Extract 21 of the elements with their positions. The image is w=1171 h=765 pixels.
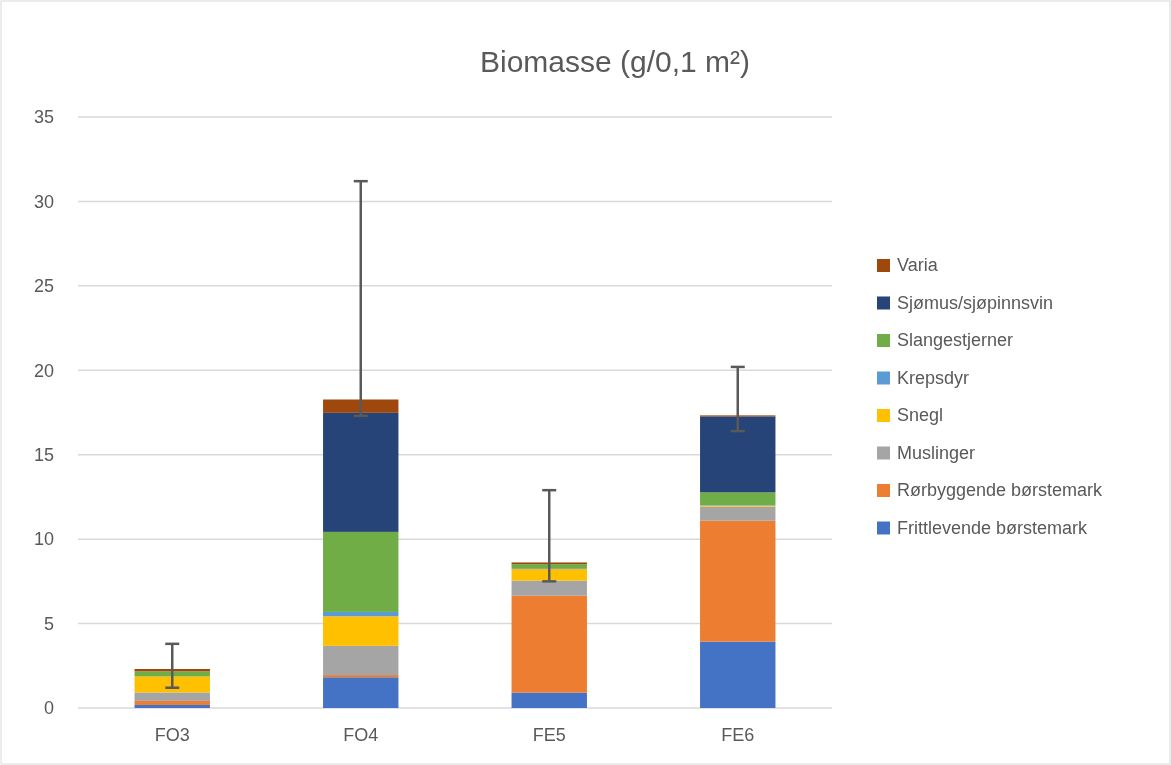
y-tick-label: 20 [33, 360, 54, 381]
y-tick-label: 10 [33, 529, 54, 550]
y-tick-label: 0 [43, 698, 54, 719]
y-tick-label: 15 [33, 445, 54, 466]
legend-label: Frittlevende børstemark [897, 517, 1089, 538]
legend-label: Rørbyggende børstemark [897, 480, 1104, 501]
x-tick-label: FE5 [532, 725, 566, 745]
legend-label: Krepsdyr [897, 367, 970, 388]
y-tick-label: 30 [33, 191, 54, 212]
x-tick-label: FE6 [721, 725, 755, 745]
x-tick-label: FO3 [154, 725, 190, 745]
y-tick-label: 5 [43, 613, 54, 634]
y-tick-label: 35 [33, 107, 54, 128]
y-tick-label: 25 [33, 276, 54, 297]
legend-label: Slangestjerner [897, 330, 1014, 351]
legend-label: Snegl [897, 405, 944, 426]
legend-label: Varia [897, 255, 939, 276]
legend-label: Muslinger [897, 442, 976, 463]
legend-label: Sjømus/sjøpinnsvin [897, 292, 1054, 313]
chart-title: Biomasse (g/0,1 m²) [479, 45, 751, 78]
x-tick-label: FO4 [343, 725, 379, 745]
